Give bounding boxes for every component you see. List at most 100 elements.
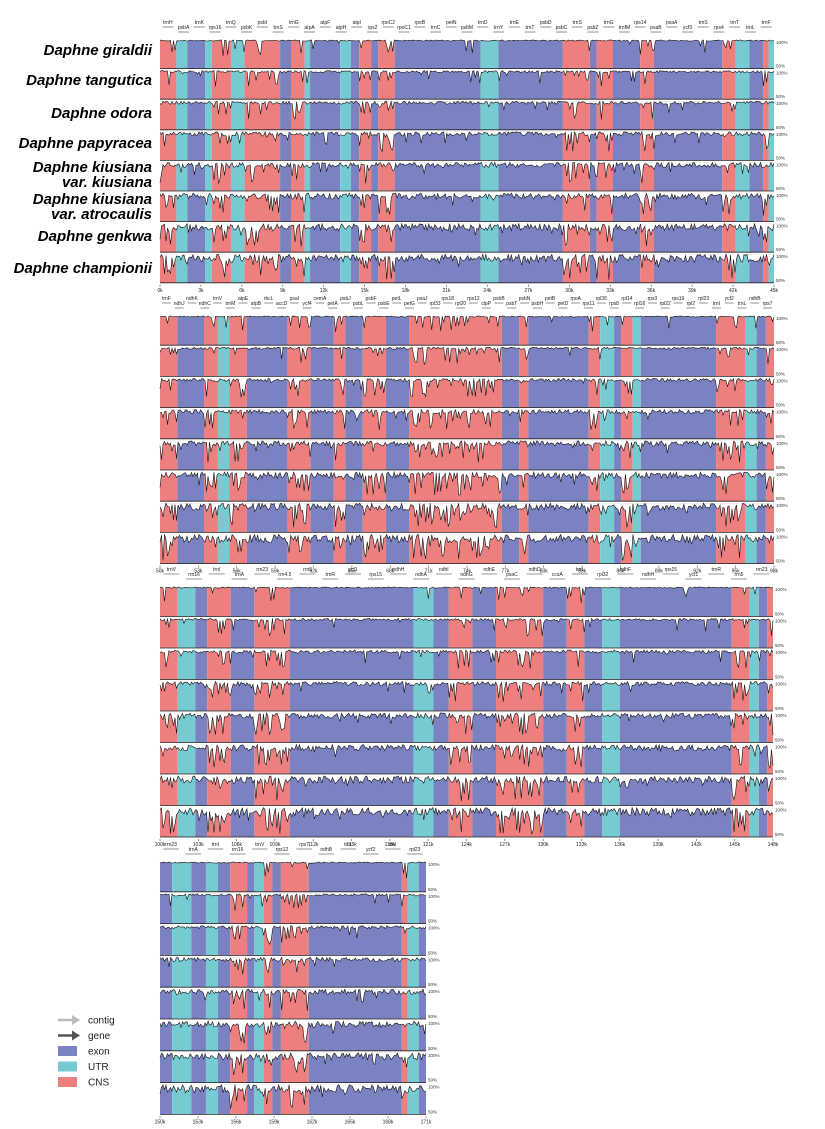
- y-tick-100: 100%: [776, 347, 788, 352]
- utr-block: [340, 131, 352, 161]
- cns-block: [763, 70, 769, 100]
- exon-block: [543, 650, 567, 680]
- y-tick-50: 50%: [776, 527, 785, 532]
- gene-label: psbK: [241, 25, 253, 31]
- gene-label: ndhK: [186, 296, 198, 302]
- cns-block: [763, 162, 769, 191]
- cns-block: [287, 534, 311, 564]
- gene-label: rpl23: [698, 296, 709, 302]
- exon-block: [345, 440, 363, 470]
- cns-block: [716, 378, 746, 408]
- utr-block: [602, 776, 620, 806]
- exon-block: [418, 1021, 426, 1051]
- exon-block: [543, 587, 567, 617]
- y-tick-100: 100%: [776, 224, 788, 229]
- exon-block: [758, 650, 768, 680]
- exon-block: [280, 193, 291, 222]
- gene-label: atpH: [336, 25, 347, 31]
- cns-block: [244, 40, 281, 69]
- exon-block: [187, 70, 206, 100]
- utr-block: [413, 650, 434, 680]
- cns-block: [519, 472, 529, 502]
- gene-label: trnE: [510, 20, 520, 26]
- exon-block: [472, 744, 496, 774]
- identity-line: [159, 39, 775, 56]
- identity-line: [159, 439, 775, 463]
- cns-block: [401, 1084, 408, 1115]
- gene-label: trnL: [746, 25, 755, 31]
- cns-block: [401, 989, 408, 1019]
- exon-block: [191, 989, 206, 1019]
- utr-block: [735, 131, 750, 161]
- x-tick-label: 98k: [770, 569, 779, 575]
- cns-block: [160, 409, 178, 439]
- exon-block: [247, 862, 255, 892]
- gene-label: rpl2: [687, 301, 696, 307]
- gene-label: rrn23: [756, 567, 768, 573]
- utr-block: [230, 131, 245, 161]
- gene-label: ndhC: [199, 301, 211, 307]
- exon-block: [385, 378, 410, 408]
- y-tick-50: 50%: [428, 1109, 437, 1114]
- exon-block: [280, 254, 291, 283]
- utr-block: [735, 40, 750, 69]
- exon-block: [394, 162, 481, 191]
- gene-label: atpB: [251, 301, 262, 307]
- y-tick-50: 50%: [775, 769, 784, 774]
- x-tick-label: 53k: [194, 569, 203, 575]
- identity-line: [159, 586, 774, 603]
- identity-gap-mask: [160, 472, 774, 495]
- gene-label: rps19: [672, 296, 685, 302]
- cns-block: [362, 409, 386, 439]
- gene-label: trnA: [189, 847, 199, 853]
- x-tick-label: 95k: [732, 569, 741, 575]
- utr-block: [172, 893, 192, 924]
- exon-block: [230, 713, 255, 743]
- exon-block: [272, 957, 281, 988]
- cns-block: [160, 587, 178, 617]
- cns-block: [763, 254, 769, 283]
- exon-block: [543, 776, 567, 806]
- cns-block: [160, 131, 177, 161]
- exon-block: [614, 472, 622, 502]
- exon-block: [371, 254, 379, 283]
- exon-block: [584, 650, 603, 680]
- cns-block: [722, 70, 736, 100]
- gene-label: psbE: [378, 301, 390, 307]
- cns-block: [263, 1052, 273, 1083]
- cns-block: [519, 316, 529, 346]
- exon-block: [418, 893, 426, 924]
- gene-label: psbB: [493, 296, 505, 302]
- exon-block: [310, 347, 334, 377]
- x-tick-label: 148k: [768, 842, 779, 848]
- utr-block: [205, 254, 212, 283]
- exon-block: [619, 587, 732, 617]
- exon-block: [351, 223, 360, 253]
- track-8: 100% 50%: [159, 806, 787, 838]
- cns-block: [621, 347, 633, 377]
- gene-label: psbI: [258, 20, 267, 26]
- y-tick-50: 50%: [776, 434, 785, 439]
- cns-block: [290, 254, 305, 283]
- cns-block: [519, 347, 529, 377]
- cns-block: [448, 650, 473, 680]
- cns-block: [359, 40, 372, 69]
- exon-block: [160, 893, 173, 924]
- y-tick-100: 100%: [776, 71, 788, 76]
- exon-block: [218, 925, 231, 956]
- track-2: 100% 50%: [159, 70, 788, 100]
- gene-label: trnC: [431, 25, 441, 31]
- y-tick-100: 100%: [428, 1021, 440, 1026]
- utr-block: [176, 70, 188, 100]
- exon-block: [280, 101, 291, 130]
- gene-label: rrn16: [232, 847, 244, 853]
- gene-label: trnL: [344, 842, 353, 848]
- gene-label: ndhI: [439, 567, 449, 573]
- y-tick-100: 100%: [428, 957, 440, 962]
- exon-block: [418, 925, 426, 956]
- identity-gap-mask: [160, 254, 774, 280]
- exon-block: [345, 503, 363, 533]
- exon-block: [756, 316, 766, 346]
- utr-block: [745, 534, 757, 564]
- gene-label: ndhE: [483, 567, 495, 573]
